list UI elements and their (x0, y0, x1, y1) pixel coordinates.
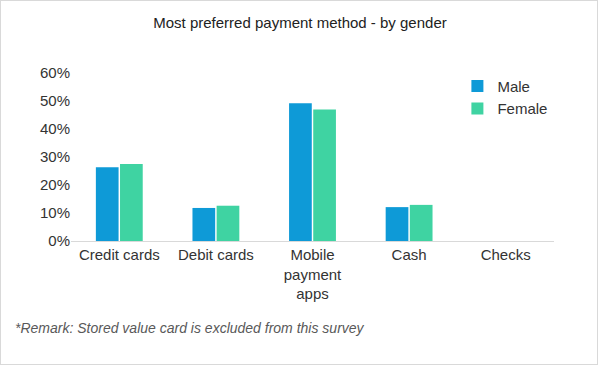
svg-text:Checks: Checks (481, 246, 531, 263)
svg-text:10%: 10% (40, 204, 70, 221)
svg-text:Male: Male (497, 78, 530, 95)
svg-text:20%: 20% (40, 176, 70, 193)
svg-text:Credit cards: Credit cards (79, 246, 160, 263)
svg-text:60%: 60% (40, 64, 70, 81)
svg-text:Cash: Cash (392, 246, 427, 263)
svg-text:Mobilepaymentapps: Mobilepaymentapps (284, 246, 342, 302)
svg-text:*Remark: Stored value card is: *Remark: Stored value card is excluded f… (15, 320, 365, 336)
svg-text:30%: 30% (40, 148, 70, 165)
svg-text:Female: Female (497, 100, 547, 117)
svg-text:Debit cards: Debit cards (178, 246, 254, 263)
svg-text:40%: 40% (40, 120, 70, 137)
svg-text:Most preferred payment method: Most preferred payment method - by gende… (153, 14, 446, 31)
svg-text:0%: 0% (48, 232, 70, 249)
svg-text:50%: 50% (40, 92, 70, 109)
